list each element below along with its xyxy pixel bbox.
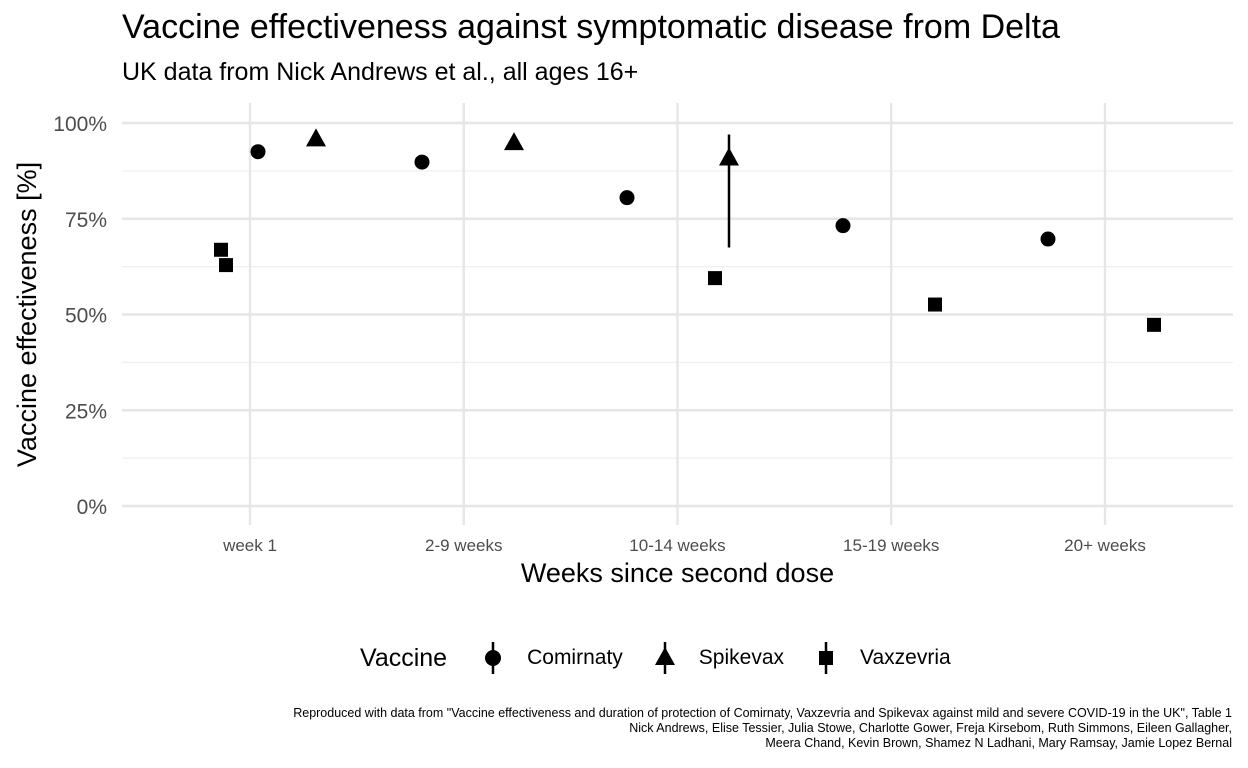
data-point bbox=[504, 132, 524, 151]
caption-line-2: Nick Andrews, Elise Tessier, Julia Stowe… bbox=[629, 721, 1232, 735]
data-point bbox=[1147, 317, 1161, 332]
y-axis-title: Vaccine effectiveness [%] bbox=[12, 162, 42, 467]
legend-title: Vaccine bbox=[360, 643, 448, 672]
legend-triangle-icon bbox=[654, 642, 675, 674]
x-tick-label: week 1 bbox=[222, 536, 277, 555]
x-axis-title: Weeks since second dose bbox=[521, 558, 834, 588]
legend-item-vaxzevria: Vaxzevria bbox=[806, 638, 951, 678]
caption: Reproduced with data from "Vaccine effec… bbox=[293, 706, 1232, 751]
y-tick-label: 75% bbox=[65, 209, 107, 232]
data-point bbox=[708, 271, 722, 286]
chart-canvas: 0% 25% 50% 75% 100% week 1 2-9 weeks 10-14 week… bbox=[12, 103, 1233, 588]
y-tick-label: 0% bbox=[77, 496, 107, 519]
data-point bbox=[306, 128, 326, 147]
legend-circle-icon bbox=[485, 642, 502, 674]
data-point bbox=[928, 297, 942, 312]
legend-item-spikevax: Spikevax bbox=[645, 638, 784, 678]
legend-label-vaxzevria: Vaxzevria bbox=[860, 646, 951, 669]
legend-item-comirnaty: Comirnaty bbox=[473, 638, 623, 678]
caption-line-3: Meera Chand, Kevin Brown, Shamez N Ladha… bbox=[765, 736, 1232, 750]
data-point bbox=[219, 258, 233, 273]
y-tick-label: 50% bbox=[65, 305, 107, 328]
caption-line-1: Reproduced with data from "Vaccine effec… bbox=[293, 706, 1232, 720]
data-point bbox=[214, 242, 228, 257]
data-point bbox=[619, 190, 635, 206]
legend-square-icon bbox=[819, 642, 834, 674]
y-tick-label: 25% bbox=[65, 400, 107, 423]
data-point bbox=[719, 147, 739, 166]
x-tick-label: 15-19 weeks bbox=[843, 536, 939, 555]
data-point bbox=[835, 218, 851, 234]
x-tick-label: 10-14 weeks bbox=[629, 536, 725, 555]
data-point bbox=[250, 144, 266, 160]
series-comirnaty bbox=[250, 144, 1056, 247]
data-point bbox=[414, 154, 430, 170]
y-tick-label: 100% bbox=[53, 113, 107, 136]
legend: Vaccine Comirnaty Spikevax Vaxzevria bbox=[360, 638, 973, 678]
chart-title: Vaccine effectiveness against symptomati… bbox=[122, 8, 1060, 46]
data-point bbox=[1040, 231, 1056, 247]
legend-label-comirnaty: Comirnaty bbox=[527, 646, 623, 669]
series-vaxzevria bbox=[214, 242, 1161, 332]
legend-label-spikevax: Spikevax bbox=[698, 646, 785, 669]
x-tick-label: 2-9 weeks bbox=[425, 536, 502, 555]
chart-subtitle: UK data from Nick Andrews et al., all ag… bbox=[122, 58, 639, 86]
x-tick-label: 20+ weeks bbox=[1064, 536, 1146, 555]
series-spikevax bbox=[306, 128, 739, 248]
